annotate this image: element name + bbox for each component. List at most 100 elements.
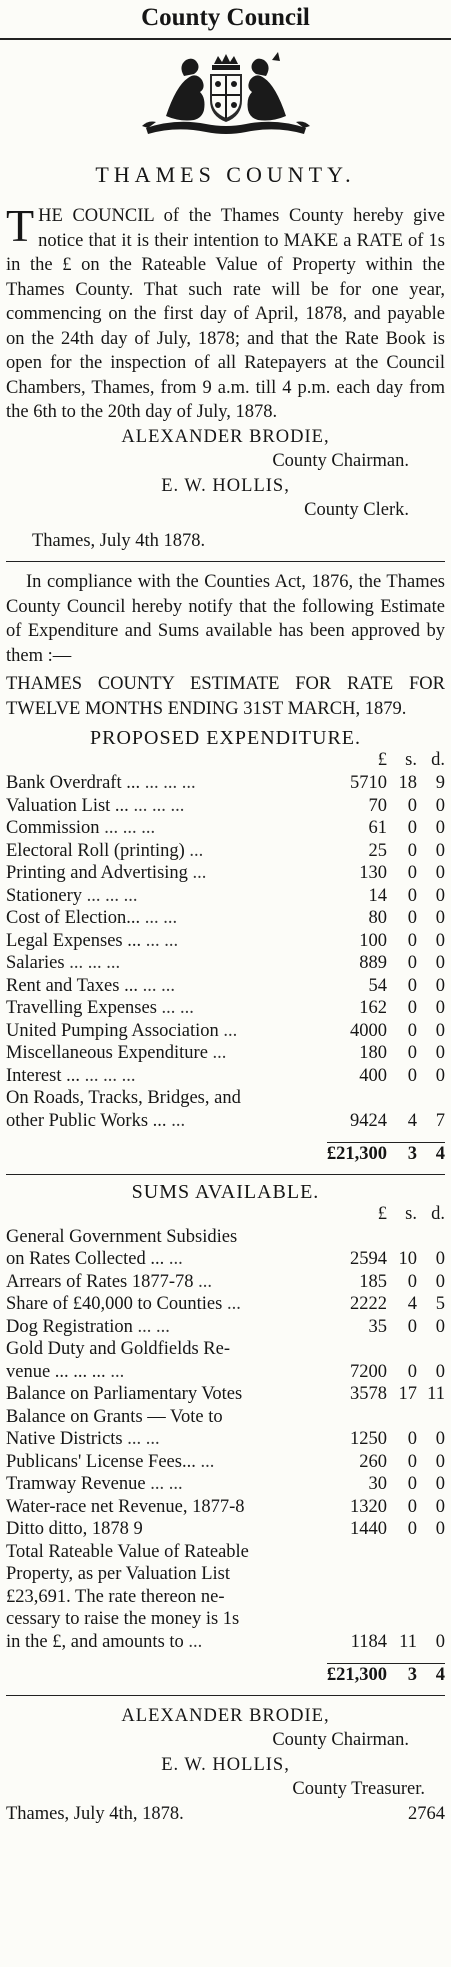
amount-pounds: 80 <box>368 908 388 928</box>
sums-row-cont: Native Districts ... ... 1250 0 0 <box>6 1428 445 1451</box>
expenditure-label-dots: ... <box>223 1020 238 1041</box>
amount-shillings: 0 <box>407 1043 417 1063</box>
amount-shillings: 0 <box>407 1316 417 1337</box>
sums-sublabel: on Rates Collected ... <box>6 1249 165 1269</box>
roads-label-2: other Public Works ... <box>6 1110 167 1131</box>
shilling-column-header: s. <box>405 750 417 770</box>
expenditure-row: Valuation List ... ... ... ... 70 0 0 <box>6 795 445 818</box>
rateable-empty <box>417 1541 445 1564</box>
amount-shillings: 0 <box>407 908 417 928</box>
amount-shillings: 0 <box>407 1271 417 1292</box>
amount-pounds: 4000 <box>350 1020 387 1041</box>
sums-label-dots: ... ... <box>150 1474 183 1494</box>
expenditure-label-dots: ... ... ... <box>84 1065 136 1086</box>
amount-pounds: 30 <box>368 1474 388 1494</box>
expenditure-label-dots: ... <box>189 840 204 861</box>
sums-total-row: £21,300 3 4 <box>6 1663 445 1687</box>
drop-cap: T <box>6 200 35 251</box>
expenditure-row: Electoral Roll (printing) ... 25 0 0 <box>6 840 445 863</box>
roads-shillings: 4 <box>407 1110 417 1131</box>
rateable-line-dots: ... <box>188 1631 203 1652</box>
amount-pounds: 70 <box>368 795 388 816</box>
estimate-dateline: Thames, July 4th, 1878. <box>6 1803 184 1824</box>
amount-shillings: 0 <box>407 1361 417 1382</box>
section-rule-3 <box>6 1694 445 1696</box>
sums-label: Dog Registration <box>6 1316 133 1337</box>
sums-shilling-header: s. <box>405 1203 417 1224</box>
expenditure-label: Valuation List ... <box>6 795 129 816</box>
notice-clerk-role: County Clerk. <box>304 500 409 520</box>
amount-shillings: 0 <box>407 795 417 816</box>
estimate-treasurer-role: County Treasurer. <box>292 1779 425 1799</box>
rateable-value-row: Total Rateable Value of Rateable <box>6 1541 445 1564</box>
amount-pounds: 61 <box>368 818 388 838</box>
pence-column-header: d. <box>431 750 445 770</box>
estimate-intro: In compliance with the Counties Act, 187… <box>6 572 445 666</box>
rate-notice-paragraph: T HE COUNCIL of the Thames County hereby… <box>6 200 445 425</box>
estimate-heading: THAMES COUNTY ESTIMATE FOR RATE FOR TWEL… <box>6 674 445 719</box>
amount-pence: 0 <box>435 1474 445 1494</box>
notice-dateline: Thames, July 4th 1878. <box>32 530 206 551</box>
amount-shillings: 0 <box>407 1519 417 1539</box>
sums-sublabel-dots: ... <box>168 1249 183 1269</box>
sums-row-cont: on Rates Collected ... ... 2594 10 0 <box>6 1248 445 1271</box>
amount-pence: 0 <box>435 1496 445 1517</box>
amount-shillings: 0 <box>407 840 417 861</box>
sums-empty <box>417 1406 445 1429</box>
expenditure-total-pence: 4 <box>417 1142 445 1166</box>
expenditure-label-dots: ... ... ... <box>144 773 196 793</box>
amount-pounds: 14 <box>368 885 388 906</box>
amount-shillings: 0 <box>407 975 417 996</box>
section-rule <box>6 561 445 562</box>
amount-pence: 0 <box>435 1451 445 1472</box>
estimate-chairman-name: ALEXANDER BRODIE, <box>121 1705 330 1726</box>
expenditure-row: Miscellaneous Expenditure ... 180 0 0 <box>6 1042 445 1065</box>
expenditure-title: PROPOSED EXPENDITURE. <box>89 727 362 749</box>
rateable-empty <box>327 1563 387 1586</box>
expenditure-row: Bank Overdraft ... ... ... ... 5710 18 9 <box>6 772 445 795</box>
amount-shillings: 10 <box>398 1249 418 1269</box>
sums-label: Share of £40,000 to Counties <box>6 1294 223 1314</box>
notice-signatures: ALEXANDER BRODIE, County Chairman. E. W.… <box>6 425 445 523</box>
sums-pound-header: £ <box>377 1203 387 1224</box>
sums-row: Water-race net Revenue, 1877-8 1320 0 0 <box>6 1496 445 1519</box>
sums-label: Water-race net Revenue, 1877-8 <box>6 1496 245 1517</box>
amount-pounds: 260 <box>359 1451 387 1472</box>
section-rule-2 <box>6 1173 445 1175</box>
expenditure-row: Printing and Advertising ... 130 0 0 <box>6 862 445 885</box>
amount-pence: 0 <box>435 930 445 951</box>
rateable-value-row: in the £, and amounts to ... 1184 11 0 <box>6 1631 445 1654</box>
sums-title: SUMS AVAILABLE. <box>131 1180 320 1203</box>
amount-pence: 0 <box>435 1519 445 1539</box>
expenditure-label: Bank Overdraft ... <box>6 773 141 793</box>
sums-sublabel-dots: ... <box>110 1361 125 1382</box>
sums-empty <box>417 1338 445 1361</box>
expenditure-row: Stationery ... ... ... 14 0 0 <box>6 885 445 908</box>
expenditure-label: Cost of Election... <box>6 908 141 928</box>
expenditure-label: Miscellaneous Expenditure <box>6 1043 208 1063</box>
amount-pence: 0 <box>435 1316 445 1337</box>
amount-shillings: 0 <box>407 1496 417 1517</box>
expenditure-row: Salaries ... ... ... 889 0 0 <box>6 952 445 975</box>
expenditure-label: Stationery <box>6 885 83 906</box>
rateable-value-row: cessary to raise the money is 1s <box>6 1608 445 1631</box>
expenditure-total-pounds: £21,300 <box>326 1142 387 1166</box>
sums-label: Arrears of Rates 1877-78 <box>6 1271 194 1292</box>
amount-pence: 0 <box>435 1065 445 1086</box>
sums-empty <box>387 1338 417 1361</box>
rateable-line: in the £, and amounts to <box>6 1631 184 1652</box>
roads-label-1: On Roads, Tracks, Bridges, and <box>6 1088 241 1108</box>
expenditure-label-dots: ... ... <box>144 908 178 928</box>
rate-notice-text: HE COUNCIL of the Thames County hereby g… <box>6 206 445 422</box>
amount-pounds: 35 <box>368 1316 388 1337</box>
expenditure-label-dots: ... ... ... <box>104 818 156 838</box>
notice-chairman-name: ALEXANDER BRODIE, <box>121 426 330 447</box>
amount-pounds: 7200 <box>350 1361 387 1382</box>
sums-row: General Government Subsidies <box>6 1226 445 1249</box>
amount-pounds: 25 <box>368 840 388 861</box>
sums-label-dots: ... <box>226 1294 241 1314</box>
amount-shillings: 0 <box>407 1429 417 1449</box>
amount-pounds: 1440 <box>350 1519 387 1539</box>
rateable-empty <box>327 1586 387 1609</box>
sums-row-cont: venue ... ... ... ... 7200 0 0 <box>6 1361 445 1384</box>
